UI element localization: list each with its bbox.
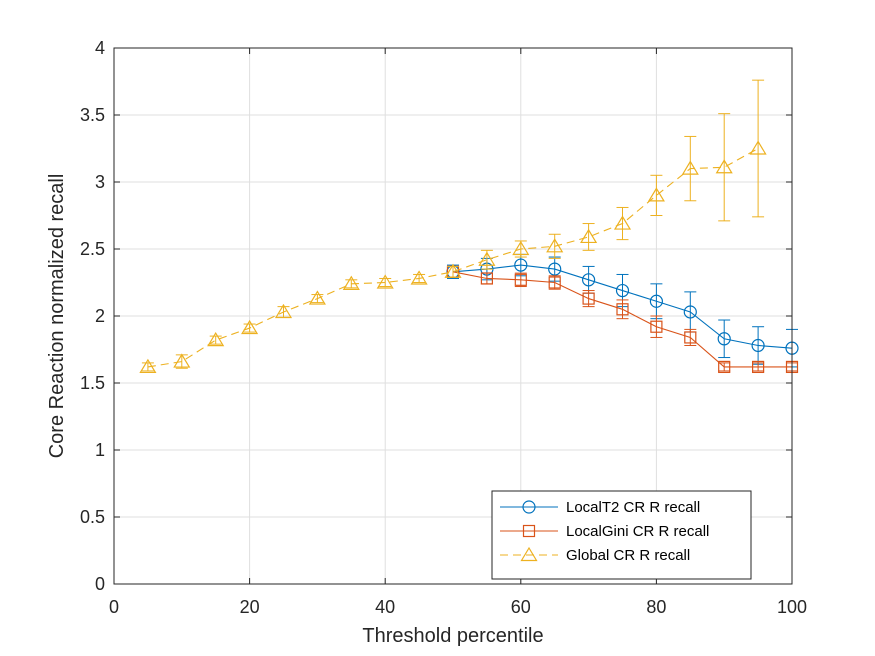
error-bar	[514, 272, 527, 288]
triangle-marker	[241, 319, 259, 335]
error-bar	[311, 294, 324, 304]
y-tick-label: 2.5	[80, 239, 105, 259]
error-bar	[684, 135, 697, 202]
legend-item: Global CR R recall	[500, 546, 690, 564]
circle-marker	[522, 500, 536, 514]
square-marker	[514, 273, 527, 286]
circle-marker	[751, 338, 765, 353]
x-tick-label: 100	[777, 597, 807, 617]
y-tick-label: 1.5	[80, 373, 105, 393]
error-bar	[345, 279, 358, 289]
legend-label: LocalGini CR R recall	[566, 523, 709, 540]
triangle-marker	[749, 140, 767, 155]
triangle-marker	[520, 546, 538, 562]
triangle-marker	[715, 159, 733, 174]
data-series	[139, 79, 799, 374]
square-marker	[582, 292, 595, 305]
x-tick-label: 0	[109, 597, 119, 617]
triangle-marker	[478, 251, 496, 266]
legend-label: LocalT2 CR R recall	[566, 499, 700, 516]
error-bar	[548, 275, 561, 290]
error-bar	[650, 174, 663, 216]
triangle-marker	[681, 160, 699, 175]
error-bar	[413, 273, 426, 283]
y-tick-label: 3	[95, 172, 105, 192]
triangle-marker	[139, 358, 157, 374]
legend-label: Global CR R recall	[566, 547, 690, 564]
triangle-marker	[274, 303, 293, 319]
square-marker	[616, 303, 629, 316]
legend-item: LocalT2 CR R recall	[500, 499, 700, 516]
circle-marker	[615, 283, 630, 298]
square-marker	[718, 360, 731, 374]
error-bar	[209, 335, 222, 345]
legend: LocalT2 CR R recall LocalGini CR R recall…	[491, 490, 752, 580]
circle-marker	[649, 294, 664, 308]
x-tick-label: 60	[511, 597, 531, 617]
circle-marker	[717, 332, 731, 346]
error-bar	[616, 299, 629, 320]
axis-ticks: 0 20 40 60 80 100 0 0.5 1 1.5 2 2.5 3 3.5 4	[80, 38, 807, 617]
circle-marker	[683, 305, 697, 319]
y-tick-label: 4	[95, 38, 105, 58]
error-bar	[752, 362, 765, 372]
square-marker	[480, 272, 493, 285]
y-tick-label: 0.5	[80, 507, 105, 527]
square-marker	[751, 360, 765, 374]
x-axis-label: Threshold percentile	[362, 625, 543, 647]
square-marker	[522, 524, 536, 538]
error-bar	[752, 79, 765, 218]
y-axis-label: Core Reaction normalized recall	[46, 174, 68, 459]
y-tick-label: 0	[95, 574, 105, 594]
error-bar	[616, 206, 629, 241]
triangle-marker	[308, 290, 326, 305]
triangle-marker	[376, 274, 394, 289]
y-tick-label: 1	[95, 440, 105, 460]
triangle-marker	[410, 270, 428, 285]
x-tick-label: 20	[240, 597, 260, 617]
square-marker	[684, 331, 697, 344]
y-tick-label: 3.5	[80, 105, 105, 125]
triangle-marker	[546, 238, 564, 253]
circle-marker	[548, 262, 562, 276]
triangle-marker	[647, 187, 665, 202]
x-tick-label: 40	[375, 597, 395, 617]
square-marker	[548, 276, 561, 289]
triangle-marker	[580, 228, 598, 244]
x-tick-label: 80	[646, 597, 666, 617]
error-bar	[650, 315, 663, 338]
triangle-marker	[173, 353, 191, 368]
triangle-marker	[512, 240, 530, 256]
error-bar	[379, 277, 392, 288]
triangle-marker	[207, 331, 225, 347]
circle-marker	[514, 258, 528, 272]
error-bar	[718, 319, 731, 359]
triangle-marker	[444, 263, 462, 278]
error-bar	[718, 113, 731, 222]
error-bar	[243, 323, 256, 333]
error-bar	[582, 223, 595, 251]
y-tick-label: 2	[95, 306, 105, 326]
triangle-marker	[342, 275, 360, 290]
error-bar	[718, 362, 731, 372]
series-3	[139, 79, 767, 374]
square-marker	[650, 320, 663, 333]
legend-item: LocalGini CR R recall	[500, 523, 709, 540]
triangle-marker	[613, 215, 632, 230]
circle-marker	[581, 273, 596, 287]
error-bar	[141, 362, 154, 372]
